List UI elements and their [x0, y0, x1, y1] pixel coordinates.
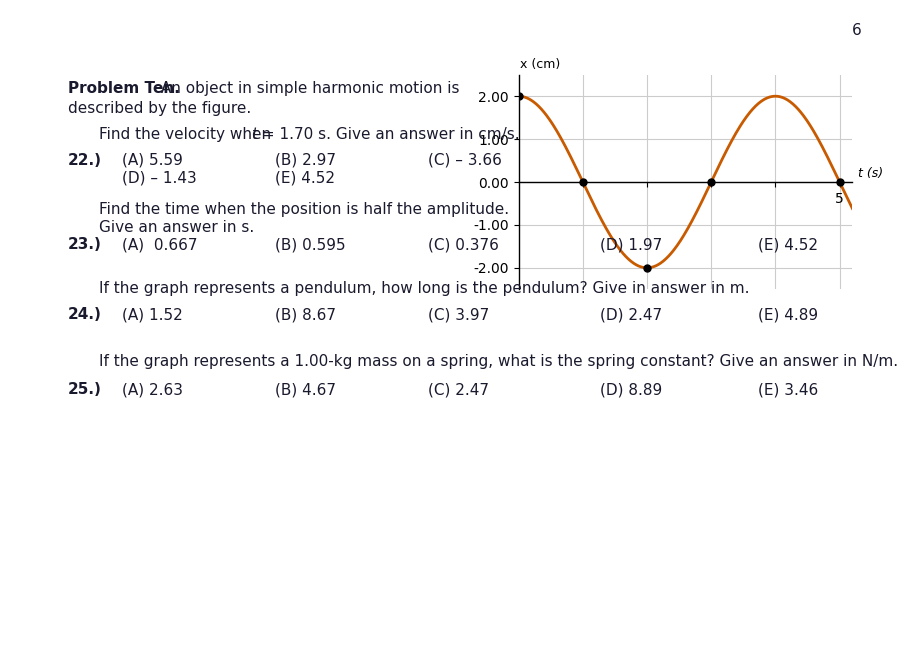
Text: Find the time when the position is half the amplitude.: Find the time when the position is half …	[99, 202, 510, 216]
Text: (A)  0.667: (A) 0.667	[122, 237, 198, 252]
Text: 6: 6	[851, 23, 861, 38]
Text: 25.): 25.)	[68, 382, 102, 397]
Text: Problem Ten.: Problem Ten.	[68, 81, 179, 96]
Text: (E) 4.52: (E) 4.52	[275, 170, 336, 185]
Text: (B) 2.97: (B) 2.97	[275, 153, 336, 168]
Text: An object in simple harmonic motion is: An object in simple harmonic motion is	[156, 81, 459, 96]
Text: (E) 4.52: (E) 4.52	[758, 237, 818, 252]
Text: (D) 2.47: (D) 2.47	[600, 307, 662, 322]
Text: (C) 2.47: (C) 2.47	[428, 382, 490, 397]
Text: (A) 5.59: (A) 5.59	[122, 153, 182, 168]
Text: Give an answer in s.: Give an answer in s.	[99, 220, 254, 235]
Text: Find the velocity when: Find the velocity when	[99, 127, 276, 142]
Text: 23.): 23.)	[68, 237, 102, 252]
Text: (A) 1.52: (A) 1.52	[122, 307, 182, 322]
Text: (E) 3.46: (E) 3.46	[758, 382, 818, 397]
Text: t: t	[251, 127, 257, 142]
Text: = 1.70 s. Give an answer in cm/s.: = 1.70 s. Give an answer in cm/s.	[257, 127, 520, 142]
Text: (D) 1.97: (D) 1.97	[600, 237, 662, 252]
Text: (A) 2.63: (A) 2.63	[122, 382, 183, 397]
Text: t (s): t (s)	[858, 167, 883, 180]
Text: (C) – 3.66: (C) – 3.66	[428, 153, 502, 168]
Text: 24.): 24.)	[68, 307, 102, 322]
Text: (E) 4.89: (E) 4.89	[758, 307, 818, 322]
Text: described by the figure.: described by the figure.	[68, 101, 251, 116]
Text: (D) 8.89: (D) 8.89	[600, 382, 662, 397]
Text: x (cm): x (cm)	[520, 58, 560, 72]
Text: If the graph represents a pendulum, how long is the pendulum? Give in answer in : If the graph represents a pendulum, how …	[99, 281, 750, 296]
Text: (B) 8.67: (B) 8.67	[275, 307, 336, 322]
Text: (D) – 1.43: (D) – 1.43	[122, 170, 197, 185]
Text: (C) 3.97: (C) 3.97	[428, 307, 490, 322]
Text: (B) 4.67: (B) 4.67	[275, 382, 336, 397]
Text: If the graph represents a 1.00-kg mass on a spring, what is the spring constant?: If the graph represents a 1.00-kg mass o…	[99, 354, 898, 369]
Text: (B) 0.595: (B) 0.595	[275, 237, 345, 252]
Text: 22.): 22.)	[68, 153, 102, 168]
Text: (C) 0.376: (C) 0.376	[428, 237, 500, 252]
